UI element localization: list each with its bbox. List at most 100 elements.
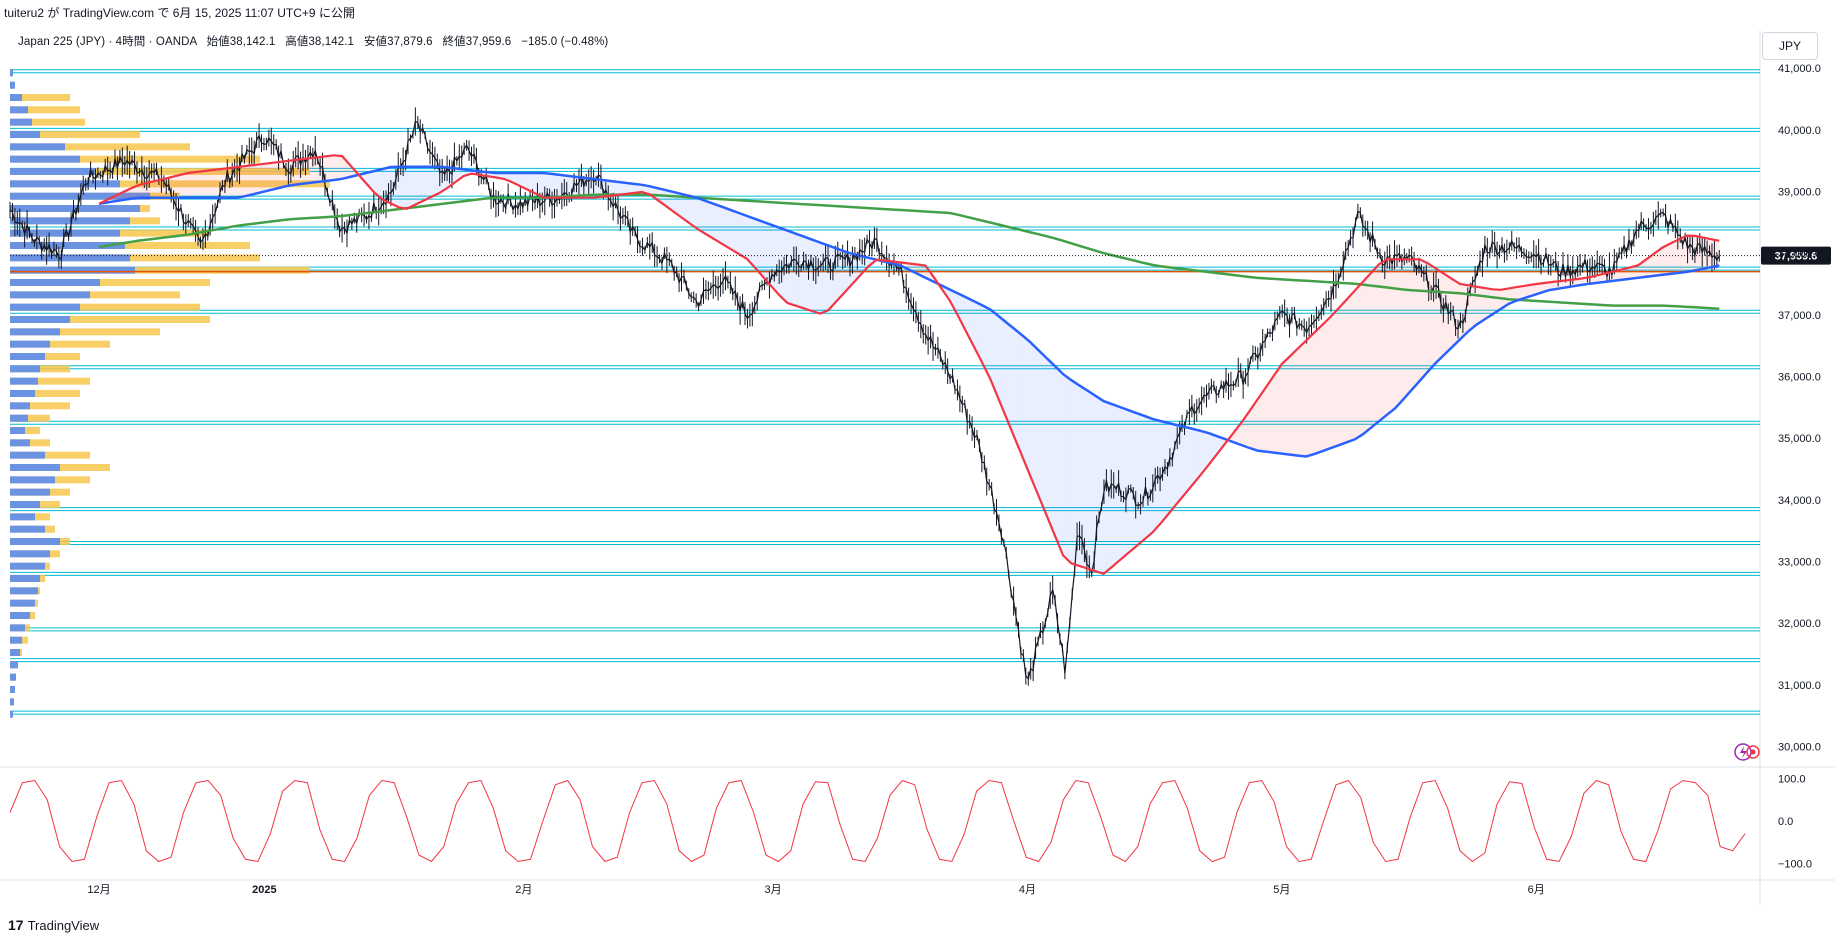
ma-cloud-fill	[787, 230, 798, 307]
last-price-badge	[1761, 246, 1831, 265]
volume-profile-bar-down	[10, 291, 180, 299]
volume-profile-bar-up	[10, 377, 38, 385]
legend-symbol[interactable]: Japan 225 (JPY) · 4時間 · OANDA	[18, 36, 197, 48]
volume-profile-bar-up	[10, 513, 35, 521]
ma-cloud-fill	[524, 173, 535, 193]
moving-average-fast	[98, 154, 1720, 576]
volume-profile-bar-down	[10, 242, 250, 249]
volume-profile-bar-down	[10, 180, 330, 188]
volume-profile-bar-up	[10, 661, 18, 669]
oscillator-axis-tick-label: 0.0	[1778, 816, 1793, 828]
price-axis-tick-label: 37,000.0	[1778, 310, 1821, 322]
ma-cloud-fill	[433, 166, 444, 196]
price-axis-tick-label: 36,000.0	[1778, 372, 1821, 384]
ma-cloud-fill	[453, 168, 464, 184]
volume-profile-bar-down	[10, 328, 160, 336]
volume-profile-bar-up	[10, 698, 14, 706]
volume-profile-bar-up	[10, 538, 60, 545]
ma-cloud-fill	[1061, 372, 1072, 564]
ma-cloud-fill	[1334, 301, 1345, 447]
volume-profile-bar-down	[10, 340, 110, 348]
ma-cloud-fill	[585, 177, 596, 198]
volume-profile-bar-up	[10, 353, 45, 360]
oscillator-axis-tick-label: 100.0	[1778, 773, 1806, 785]
ma-cloud-fill	[696, 197, 707, 235]
ma-cloud-fill	[1263, 375, 1274, 453]
currency-label: JPY	[1778, 39, 1801, 53]
ma-cloud-fill	[331, 155, 343, 181]
ma-cloud-fill	[1131, 411, 1143, 550]
price-line	[9, 120, 1720, 680]
ma-cloud-fill	[737, 212, 748, 260]
volume-profile-bar-up	[10, 402, 30, 410]
ma-cloud-fill	[119, 189, 130, 201]
ma-cloud-fill	[838, 249, 849, 300]
ma-cloud-fill	[1283, 352, 1294, 456]
ma-cloud-fill	[1142, 415, 1153, 542]
ma-cloud-fill	[1466, 285, 1477, 334]
volume-profile-bar-up	[10, 550, 50, 558]
volume-profile-bar-down	[10, 402, 70, 410]
ma-cloud-fill	[342, 156, 353, 179]
volume-profile-bar-down	[10, 94, 70, 101]
volume-profile-bar-up	[10, 81, 15, 89]
volume-profile-bar-up	[10, 686, 15, 693]
ma-cloud-fill	[230, 166, 241, 198]
moving-average-slow	[98, 193, 1720, 310]
volume-profile-bar-up	[10, 439, 30, 447]
oscillator-axis-tick-label: −100.0	[1778, 859, 1812, 871]
legend-close: 終値37,959.6	[442, 36, 512, 48]
volume-profile-bar-down	[10, 118, 85, 126]
volume-profile-bar-up	[10, 710, 13, 718]
target-icon	[1746, 745, 1760, 759]
ma-cloud-fill	[980, 304, 991, 379]
legend-change: −185.0 (−0.48%)	[521, 36, 609, 48]
volume-profile-bar-up	[10, 316, 70, 323]
ma-cloud-fill	[1010, 325, 1021, 453]
volume-profile-bar-up	[10, 118, 32, 126]
ma-cloud-fill	[1638, 257, 1649, 278]
volume-profile-bar-up	[10, 488, 50, 496]
volume-profile-bar-up	[10, 649, 20, 656]
price-axis-tick-label: 34,000.0	[1778, 495, 1821, 507]
ma-cloud-fill	[190, 171, 201, 198]
ma-cloud-fill	[1293, 342, 1305, 457]
ma-cloud-fill	[1304, 332, 1315, 457]
tradingview-footer[interactable]: 17 TradingView	[8, 917, 99, 933]
legend-high: 高値38,142.1	[285, 36, 354, 48]
volume-profile-bar-up	[10, 612, 30, 619]
volume-profile-bar-down	[10, 106, 80, 114]
time-axis-tick-label: 5月	[1273, 884, 1290, 896]
moving-average-mid	[98, 165, 1720, 458]
ma-cloud-fill	[1111, 404, 1122, 568]
ma-cloud-fill	[1354, 279, 1365, 440]
ma-cloud-fill	[261, 162, 272, 193]
volume-profile-bar-down	[10, 279, 210, 286]
oscillator-line	[9, 779, 1746, 863]
ma-cloud-fill	[625, 182, 636, 194]
ma-cloud-fill	[1314, 322, 1325, 455]
ma-cloud-fill	[1040, 352, 1051, 526]
ma-cloud-fill	[818, 241, 829, 313]
volume-profile-bar-up	[10, 451, 45, 459]
ma-cloud-fill	[757, 219, 768, 282]
volume-profile-bar-up	[10, 562, 45, 570]
ma-cloud-fill	[423, 166, 434, 201]
volume-profile-bar-down	[10, 316, 210, 323]
volume-profile-bar-up	[10, 340, 50, 348]
tradingview-logo-icon: 17	[8, 917, 24, 933]
volume-profile-bar-up	[10, 180, 120, 188]
lightning-icon-glyph	[1740, 746, 1747, 758]
volume-profile-bar-up	[10, 624, 25, 632]
ma-cloud-fill	[1273, 362, 1284, 454]
currency-button[interactable]: JPY	[1762, 32, 1818, 60]
volume-profile-bar-up	[10, 414, 28, 422]
ma-cloud-fill	[1385, 259, 1396, 417]
volume-profile-bar-up	[10, 69, 13, 77]
time-axis-tick-label: 3月	[765, 884, 782, 896]
ma-cloud-fill	[200, 170, 211, 198]
price-axis-tick-label: 35,000.0	[1778, 433, 1821, 445]
ma-cloud-fill	[655, 187, 667, 207]
volume-profile-bar-up	[10, 279, 100, 286]
